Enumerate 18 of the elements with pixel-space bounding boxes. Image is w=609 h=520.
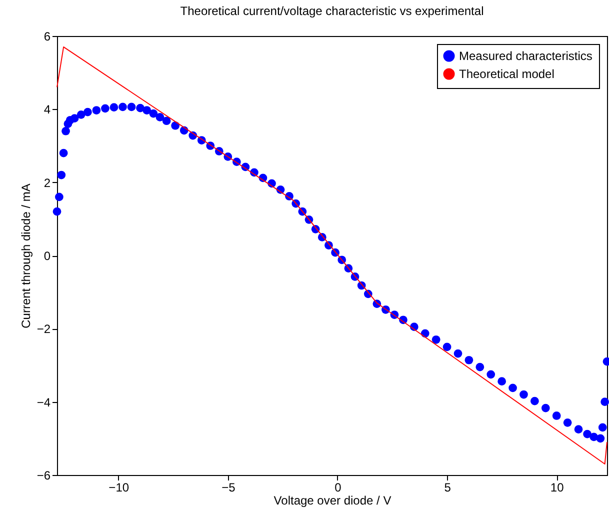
x-tick-label: −10 [108, 480, 130, 494]
chart-title: Theoretical current/voltage characteristic vs experimental [180, 4, 484, 18]
x-tick-label: 5 [444, 480, 452, 494]
y-tick-label: 6 [44, 30, 51, 44]
y-tick-label: 2 [44, 176, 51, 190]
legend-label: Measured characteristics [459, 49, 592, 63]
y-axis-title: Current through diode / mA [18, 184, 33, 328]
y-tick-label: 0 [44, 249, 51, 263]
y-tick-label: −6 [36, 468, 51, 482]
x-tick-label: 10 [550, 480, 564, 494]
y-tick-label: 4 [44, 102, 51, 117]
y-tick-label: −2 [36, 322, 51, 336]
x-axis-title: Voltage over diode / V [274, 494, 392, 508]
line-series [56, 46, 608, 465]
x-tick-label: 0 [334, 480, 342, 494]
y-tick-label: −4 [36, 395, 51, 410]
legend-label: Theoretical model [459, 67, 554, 81]
x-tick-label: −5 [222, 480, 236, 494]
